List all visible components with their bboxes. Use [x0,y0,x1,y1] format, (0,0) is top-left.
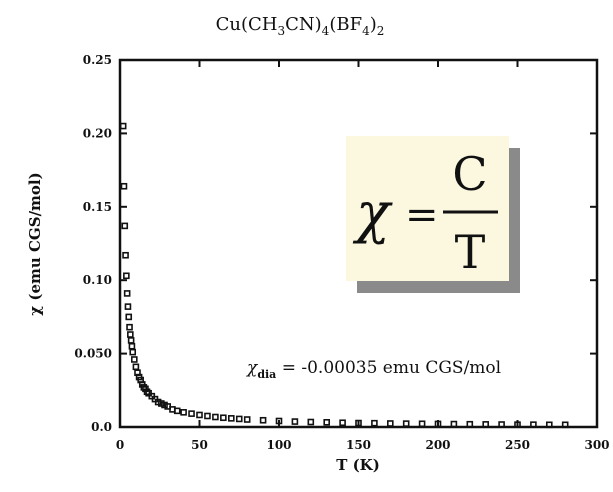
formula-equals: = [405,192,439,238]
data-point [173,407,181,415]
data-point [323,419,331,426]
data-point [188,410,195,417]
data-point [339,419,346,427]
data-point [482,421,490,428]
data-point [228,415,235,422]
data-point [123,272,130,280]
y-tick-label: 0.25 [83,53,112,67]
data-point [402,420,410,427]
data-point [259,416,267,424]
y-tick-label: 0.15 [83,200,112,214]
formula-numerator: C [452,147,487,201]
y-tick-label: 0.20 [83,126,112,140]
data-point [143,388,151,396]
chart-title: Cu(CH3CN)4(BF4)2 [216,14,385,38]
data-point [123,290,131,297]
data-point [355,419,362,427]
data-point [196,411,203,419]
data-point [127,331,134,338]
data-point [307,418,315,426]
data-point [291,418,299,425]
data-point [561,421,569,429]
data-point [204,412,211,420]
y-tick-label: 0.050 [74,347,112,361]
diamagnetic-annotation: χdia = -0.00035 emu CGS/mol [246,358,501,381]
data-point [122,251,129,259]
data-point [180,409,187,416]
x-tick-label: 100 [266,438,291,452]
axis-tick-labels: 0 50 100 150 200 250 300 0.0 0.050 0.10 0.15 0.20 0.… [74,53,609,452]
x-tick-label: 0 [116,438,124,452]
data-point [125,313,133,321]
formula-box: χ = C T [346,136,520,293]
data-point [212,413,219,421]
y-tick-label: 0.10 [83,273,112,287]
data-point [119,122,127,130]
x-tick-label: 200 [425,438,450,452]
data-point [131,356,138,363]
y-axis-label: χ (emu CGS/mol) [26,172,44,315]
data-point [466,420,474,428]
data-point [371,419,378,427]
data-point [498,421,505,428]
data-point [132,363,140,371]
data-point [530,421,537,428]
data-point [450,420,458,428]
data-point [126,323,133,331]
y-tick-label: 0.0 [91,420,112,434]
x-axis-label: T (K) [336,456,380,474]
x-tick-label: 250 [505,438,530,452]
data-points [119,122,569,429]
data-point [235,415,243,423]
data-point [418,420,426,428]
formula-chi: χ [352,181,393,246]
formula-denominator: T [455,225,486,279]
data-point [275,417,283,425]
data-point [243,416,251,423]
data-point [386,420,394,427]
data-point [514,421,521,428]
data-point [434,420,442,428]
formula-background [346,136,509,281]
x-tick-label: 150 [346,438,371,452]
data-point [124,303,132,310]
data-point [129,348,137,356]
data-point [128,342,136,350]
x-tick-label: 50 [191,438,208,452]
data-point [127,337,135,344]
x-tick-label: 300 [584,438,609,452]
data-point [220,414,227,422]
data-point [121,222,129,230]
data-point [120,182,128,190]
axis-ticks [119,59,598,428]
data-point [545,421,553,429]
